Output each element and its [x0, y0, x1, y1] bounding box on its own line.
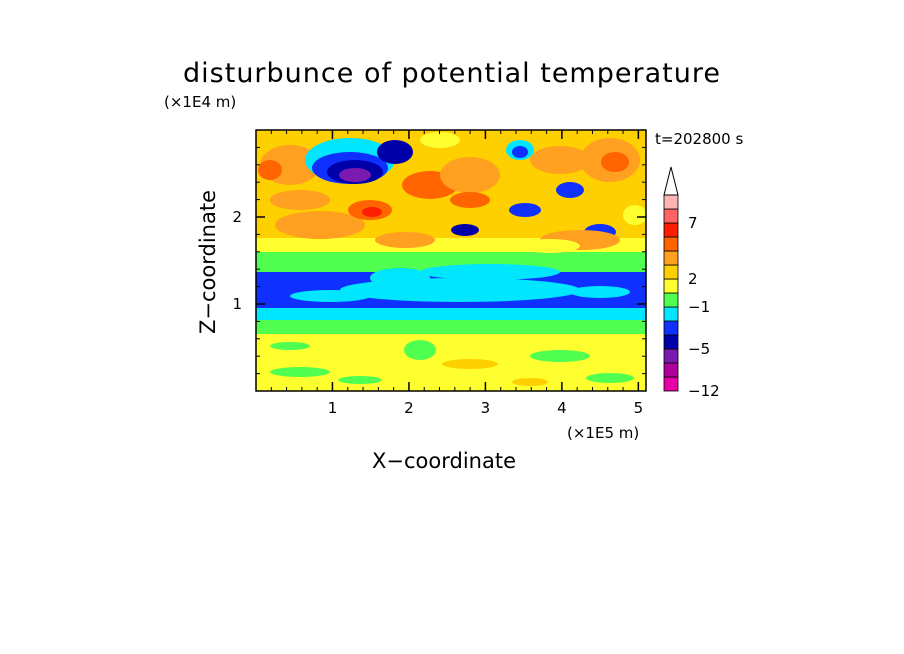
colorbar-swatch — [663, 264, 679, 280]
colorbar-swatch — [663, 292, 679, 308]
x-tick-label: 1 — [328, 399, 338, 417]
colorbar-swatch — [663, 348, 679, 364]
colorbar-swatch — [663, 376, 679, 392]
x-tick-label: 3 — [481, 399, 491, 417]
time-label: t=202800 s — [655, 130, 744, 148]
colorbar-swatch — [663, 208, 679, 224]
colorbar-swatch — [663, 334, 679, 350]
x-tick-label: 4 — [557, 399, 567, 417]
colorbar-tick-label: −5 — [688, 340, 710, 358]
colorbar-swatch — [663, 306, 679, 322]
x-tick-label: 5 — [634, 399, 644, 417]
x-axis-label: X−coordinate — [372, 449, 516, 473]
y-tick-label: 1 — [232, 295, 242, 313]
colorbar-swatch — [663, 194, 679, 210]
x-axis-unit: (×1E5 m) — [567, 424, 640, 442]
plot-frame — [255, 129, 647, 392]
colorbar-swatch — [663, 362, 679, 378]
colorbar-swatch — [663, 222, 679, 238]
colorbar-swatch — [663, 236, 679, 252]
x-tick-label: 2 — [404, 399, 414, 417]
colorbar-tick-label: −12 — [688, 382, 720, 400]
colorbar-tick-label: 2 — [688, 270, 698, 288]
colorbar-swatch — [663, 320, 679, 336]
axes: 1 2 3 4 5 1 2 — [232, 130, 646, 417]
colorbar-swatch — [663, 278, 679, 294]
colorbar-tick-label: 7 — [688, 214, 698, 232]
chart-title: disturbunce of potential temperature — [183, 58, 721, 89]
colorbar: 7 2 −1 −5 −12 — [663, 166, 720, 400]
colorbar-tick-label: −1 — [688, 298, 710, 316]
colorbar-extend-arrow — [663, 166, 679, 196]
colorbar-swatch — [663, 250, 679, 266]
temperature-field — [256, 130, 646, 391]
y-axis-unit: (×1E4 m) — [164, 93, 237, 111]
y-tick-label: 2 — [232, 208, 242, 226]
